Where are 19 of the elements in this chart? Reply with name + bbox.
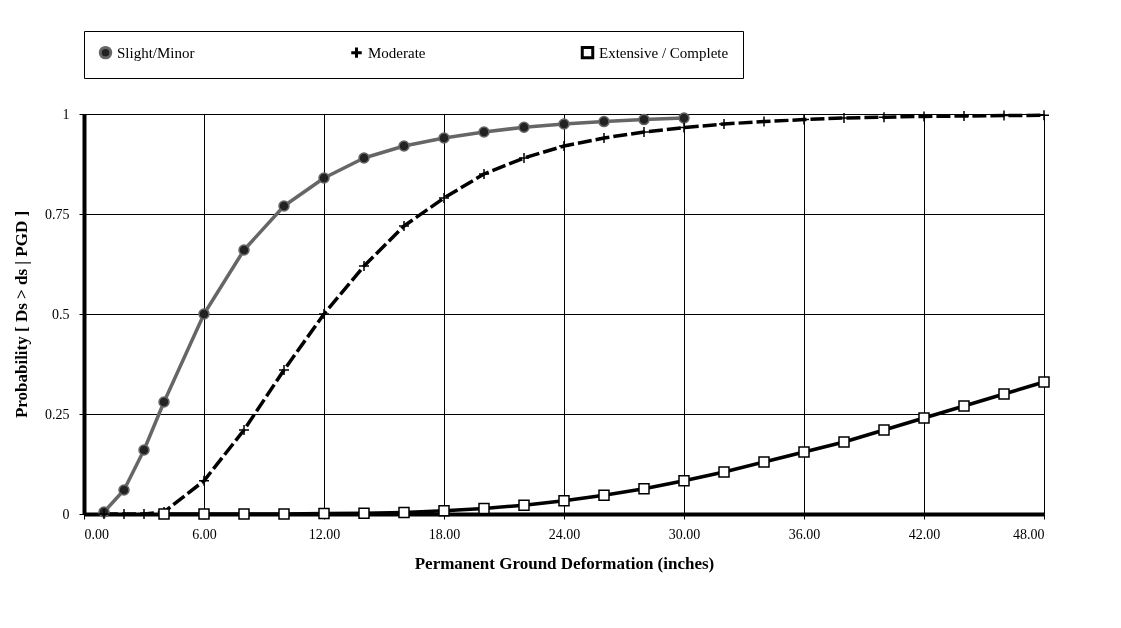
x-tick-label: 42.00 <box>908 526 941 542</box>
x-tick-label: 0.00 <box>84 526 109 542</box>
x-tick-label: 48.00 <box>1013 526 1045 542</box>
legend-label: Slight/Minor <box>117 44 195 61</box>
x-tick-label: 30.00 <box>668 526 701 542</box>
y-axis-title: Probability [ Ds > ds | PGD ] <box>12 210 31 419</box>
y-tick-label: 0 <box>62 506 70 522</box>
x-tick-label: 6.00 <box>192 526 217 542</box>
legend-label: Extensive / Complete <box>599 44 729 61</box>
x-tick-label: 36.00 <box>788 526 821 542</box>
x-tick-label: 18.00 <box>428 526 461 542</box>
x-tick-label: 12.00 <box>308 526 341 542</box>
x-tick-label: 24.00 <box>548 526 581 542</box>
x-axis-title: Permanent Ground Deformation (inches) <box>414 553 715 573</box>
legend-label: Moderate <box>368 44 426 61</box>
y-tick-label: 1 <box>62 106 70 122</box>
y-tick-label: 0.75 <box>45 206 70 222</box>
y-tick-label: 0.5 <box>52 306 70 322</box>
y-tick-label: 0.25 <box>45 406 70 422</box>
